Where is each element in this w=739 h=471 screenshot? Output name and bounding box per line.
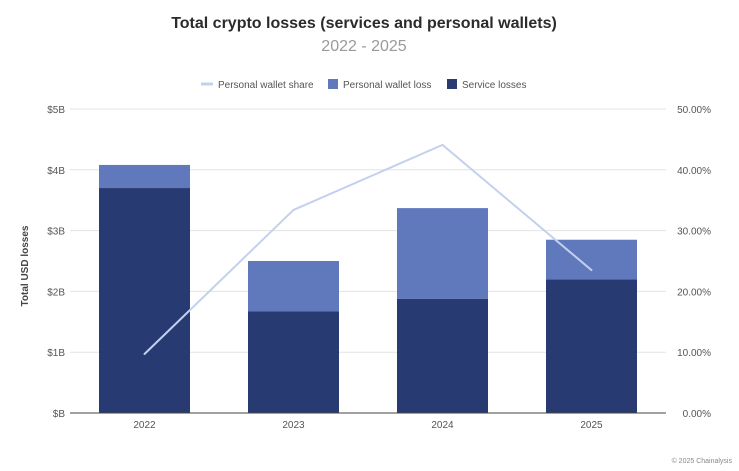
y-tick-label: $4B: [47, 166, 65, 177]
x-tick-label: 2023: [282, 420, 305, 431]
bar-personal-wallet-loss-2022: [99, 164, 190, 189]
y2-tick-label: 10.00%: [677, 348, 711, 359]
copyright-footer: © 2025 Chainalysis: [672, 457, 733, 465]
chart-subtitle: 2022 - 2025: [321, 38, 407, 55]
y-tick-label: $5B: [47, 105, 65, 116]
bar-service-losses-2025: [546, 279, 637, 413]
share-point-2025: [590, 269, 593, 272]
legend-label-service-losses: Service losses: [462, 80, 526, 91]
bar-service-losses-2022: [99, 188, 190, 413]
x-tick-label: 2025: [580, 420, 603, 431]
y2-tick-label: 0.00%: [683, 409, 711, 420]
bar-personal-wallet-loss-2024: [397, 208, 488, 299]
share-line-group: [143, 143, 593, 356]
bar-service-losses-2023: [248, 311, 339, 413]
bar-personal-wallet-loss-2025: [546, 239, 637, 280]
y2-tick-label: 20.00%: [677, 287, 711, 298]
y2-tick-label: 50.00%: [677, 105, 711, 116]
y-tick-label: $B: [53, 409, 66, 420]
y-tick-label: $2B: [47, 287, 65, 298]
x-tick-label: 2024: [431, 420, 454, 431]
legend-label-personal-wallet-loss: Personal wallet loss: [343, 80, 431, 91]
share-point-2022: [143, 353, 146, 356]
y-axis-ticks: $B $1B $2B $3B $4B $5B: [47, 105, 65, 420]
share-point-2023: [292, 208, 295, 211]
chart-title: Total crypto losses (services and person…: [171, 15, 557, 32]
x-tick-label: 2022: [133, 420, 156, 431]
legend: Personal wallet share Personal wallet lo…: [201, 79, 526, 91]
x-axis-ticks: 2022 2023 2024 2025: [133, 420, 603, 431]
y-tick-label: $1B: [47, 348, 65, 359]
bar-personal-wallet-loss-2023: [248, 261, 339, 312]
y2-tick-label: 40.00%: [677, 166, 711, 177]
bar-service-losses-2024: [397, 298, 488, 413]
legend-label-personal-wallet-share: Personal wallet share: [218, 80, 314, 91]
personal-wallet-share-line: [143, 143, 593, 355]
y2-axis-ticks: 0.00% 10.00% 20.00% 30.00% 40.00% 50.00%: [677, 105, 711, 420]
bars: [99, 164, 637, 413]
y2-tick-label: 30.00%: [677, 227, 711, 238]
y-axis-label: Total USD losses: [20, 225, 31, 306]
legend-swatch-service-losses: [447, 79, 457, 89]
y-tick-label: $3B: [47, 227, 65, 238]
share-point-2024: [441, 143, 444, 146]
legend-swatch-personal-wallet-loss: [328, 79, 338, 89]
